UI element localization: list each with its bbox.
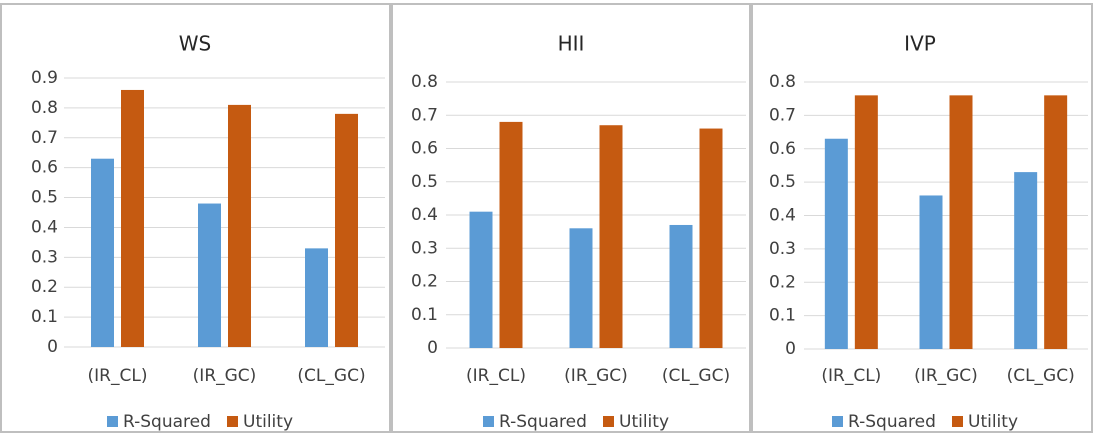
bar (499, 121, 523, 349)
x-tick-label: (IR_GC) (193, 366, 257, 386)
bar (198, 203, 221, 347)
y-tick-label: 0.2 (31, 277, 58, 297)
y-tick-label: 0.6 (769, 139, 796, 159)
legend-swatch (603, 416, 614, 427)
y-tick-label: 0.2 (769, 272, 796, 292)
y-tick-label: 0.4 (31, 217, 58, 237)
y-tick-label: 0.7 (411, 105, 438, 125)
bar (919, 195, 943, 349)
x-tick-label: (IR_GC) (914, 366, 978, 386)
bar (91, 158, 114, 347)
y-tick-label: 0 (47, 337, 58, 357)
y-tick-label: 0.1 (411, 305, 438, 325)
bar (1044, 95, 1068, 349)
y-tick-label: 0.3 (411, 238, 438, 258)
chart-title: HII (558, 32, 585, 56)
chart-title: IVP (904, 32, 936, 56)
y-tick-label: 0.1 (769, 306, 796, 326)
legend-swatch (107, 416, 118, 427)
y-tick-label: 0.6 (31, 158, 58, 178)
legend-label: Utility (243, 412, 293, 432)
legend-swatch (483, 416, 494, 427)
y-tick-label: 0.4 (769, 206, 796, 226)
bar (335, 113, 358, 347)
bar (824, 138, 848, 349)
bar (228, 104, 251, 348)
y-tick-label: 0.2 (411, 272, 438, 292)
y-tick-label: 0.5 (31, 188, 58, 208)
y-tick-label: 0 (427, 338, 438, 358)
legend-label: R-Squared (499, 412, 587, 432)
bar (669, 224, 693, 348)
bar (469, 211, 493, 348)
y-tick-label: 0.8 (31, 98, 58, 118)
y-tick-label: 0.6 (411, 139, 438, 159)
x-tick-label: (IR_CL) (88, 366, 148, 386)
panel-frame (391, 3, 751, 433)
y-tick-label: 0.3 (31, 247, 58, 267)
x-tick-label: (CL_GC) (297, 366, 365, 386)
y-tick-label: 0.5 (769, 172, 796, 192)
y-tick-label: 0.7 (31, 128, 58, 148)
y-tick-label: 0.9 (31, 68, 58, 88)
y-tick-label: 0.4 (411, 205, 438, 225)
panel-frame (751, 3, 1093, 433)
legend-label: R-Squared (123, 412, 211, 432)
y-tick-label: 0 (785, 339, 796, 359)
chart-title: WS (179, 32, 211, 56)
y-tick-label: 0.3 (769, 239, 796, 259)
y-tick-label: 0.8 (411, 72, 438, 92)
panel-frame (0, 3, 391, 433)
legend-label: Utility (619, 412, 669, 432)
x-tick-label: (CL_GC) (662, 366, 730, 386)
bar (949, 95, 973, 349)
legend-swatch (952, 416, 963, 427)
y-tick-label: 0.5 (411, 172, 438, 192)
x-tick-label: (CL_GC) (1007, 366, 1075, 386)
bar (1014, 172, 1038, 349)
bar (599, 125, 623, 348)
legend-swatch (227, 416, 238, 427)
bar (854, 95, 878, 349)
x-tick-label: (IR_GC) (564, 366, 628, 386)
legend-label: Utility (968, 412, 1018, 432)
legend-swatch (832, 416, 843, 427)
y-tick-label: 0.7 (769, 105, 796, 125)
y-tick-label: 0.8 (769, 72, 796, 92)
bar (569, 228, 593, 348)
bar (121, 89, 144, 347)
bar (699, 128, 723, 348)
bar (305, 248, 328, 347)
x-tick-label: (IR_CL) (466, 366, 526, 386)
x-tick-label: (IR_CL) (821, 366, 881, 386)
legend-label: R-Squared (848, 412, 936, 432)
y-tick-label: 0.1 (31, 307, 58, 327)
